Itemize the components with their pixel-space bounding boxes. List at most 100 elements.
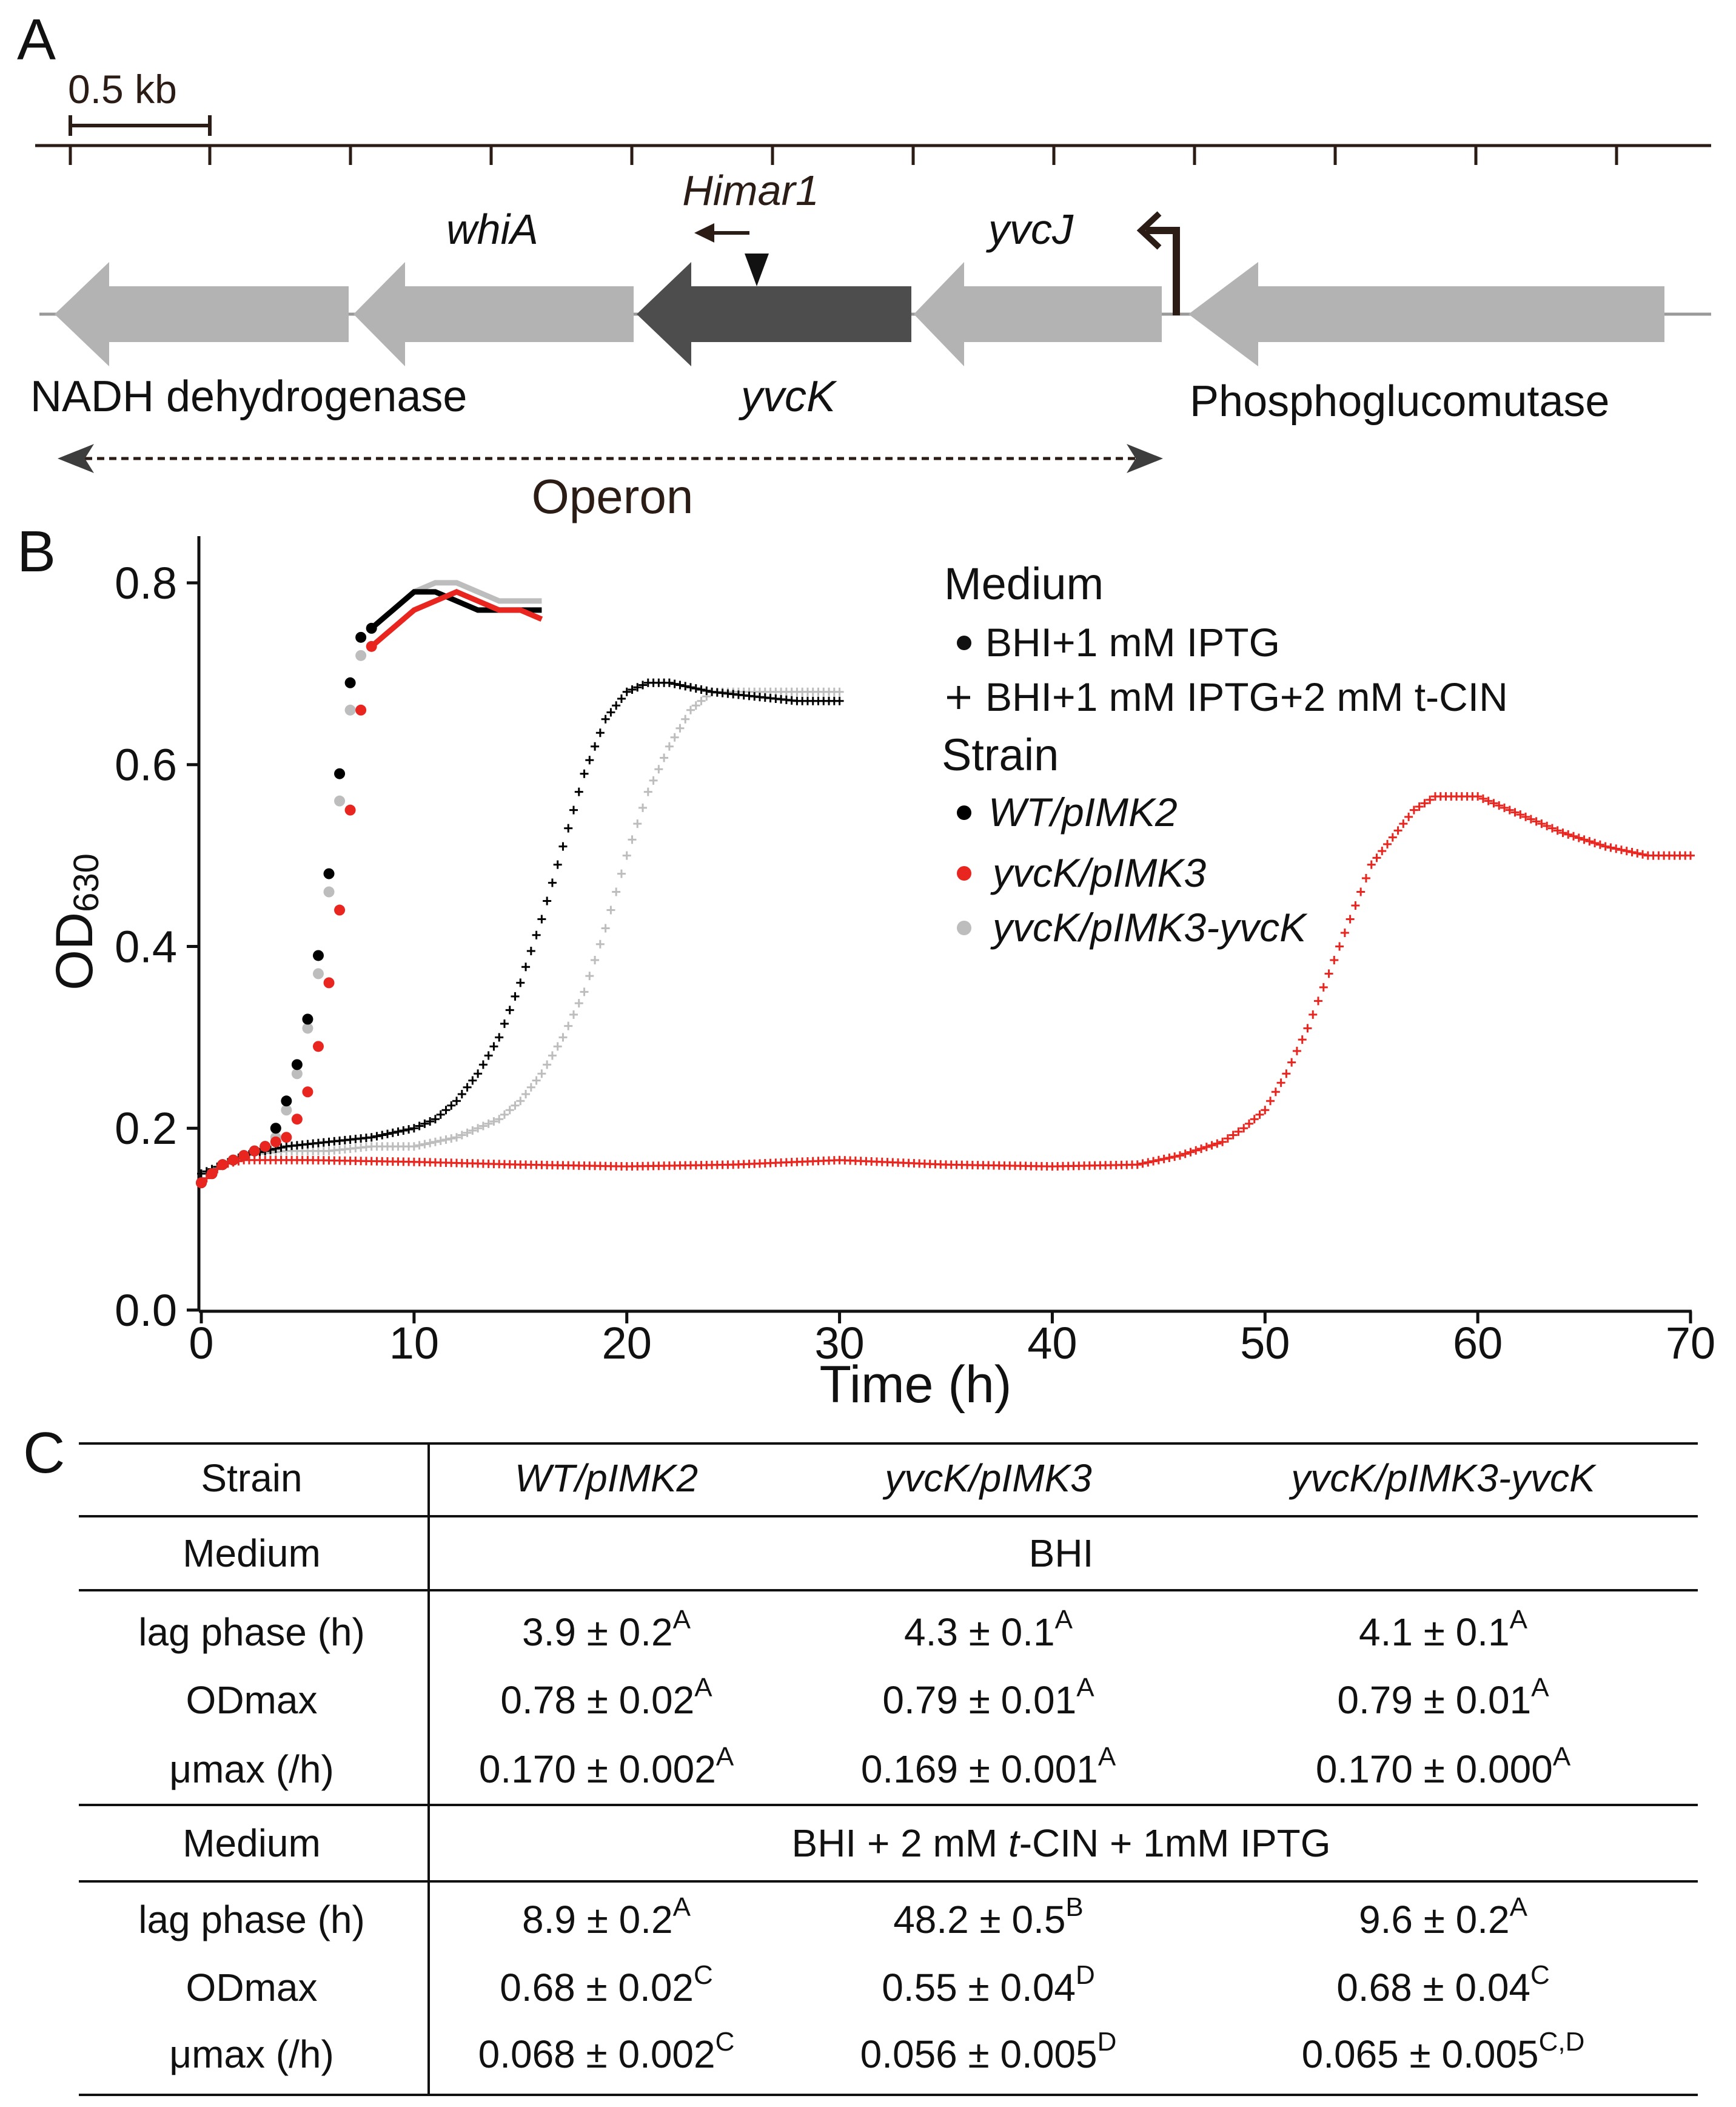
data-point	[1404, 812, 1413, 821]
data-point	[569, 1010, 578, 1019]
data-point	[1361, 874, 1370, 883]
data-point	[697, 685, 706, 694]
data-point	[431, 1137, 440, 1146]
data-point	[323, 886, 335, 898]
data-point	[441, 1135, 451, 1144]
table-divider	[427, 1442, 430, 2094]
gene-phosphoglucomutase	[1188, 262, 1664, 366]
data-point	[617, 869, 626, 878]
data-point	[227, 1154, 239, 1166]
growth-chart: 0 10 20 30 40 50 60 700.00.20.40.60.8 Time (h) …	[45, 536, 1715, 1414]
data-point	[1309, 1010, 1318, 1019]
data-point	[1234, 1127, 1243, 1136]
data-point	[291, 1114, 303, 1125]
data-point	[633, 819, 642, 828]
data-point	[302, 1086, 313, 1098]
data-point	[394, 1127, 403, 1136]
cell: 0.065 ± 0.005C,D	[1301, 2027, 1585, 2077]
medium-value: BHI	[1028, 1531, 1094, 1575]
data-point	[1612, 844, 1621, 853]
data-point	[420, 1140, 429, 1149]
table-rule-bottom	[79, 2094, 1698, 2096]
data-point	[489, 1042, 498, 1051]
data-point	[526, 946, 535, 955]
data-point	[1516, 810, 1525, 819]
data-point	[697, 696, 706, 705]
gene-label-yvcK: yvcK	[738, 372, 837, 421]
data-point	[574, 787, 583, 796]
data-point	[276, 1143, 286, 1152]
data-point	[474, 1124, 483, 1133]
table-rule	[79, 1515, 1698, 1517]
scale-bar: 0.5 kb	[68, 67, 212, 136]
gene-label-nadh: NADH dehydrogenase	[30, 372, 467, 421]
data-point	[495, 1115, 504, 1124]
data-point	[1547, 824, 1557, 833]
data-point	[436, 1110, 445, 1119]
data-point	[558, 842, 568, 851]
data-point	[564, 1021, 573, 1030]
data-point	[355, 704, 367, 716]
data-point	[1553, 826, 1562, 835]
operon-label: Operon	[532, 469, 694, 523]
data-point	[1144, 1158, 1153, 1167]
data-point	[281, 1095, 292, 1107]
legend-strain-title: Strain	[942, 730, 1059, 780]
data-point	[1585, 837, 1594, 846]
data-point	[532, 930, 541, 939]
table-row: μmax (/h) 0.068 ± 0.002C 0.056 ± 0.005D …	[79, 2021, 1698, 2088]
table-row: lag phase (h) 8.9 ± 0.2A 48.2 ± 0.5B 9.6…	[79, 1886, 1698, 1953]
data-point	[452, 1097, 461, 1106]
data-point	[595, 939, 605, 949]
data-point	[1330, 955, 1339, 964]
gene-yvcK	[637, 262, 911, 366]
data-point	[1181, 1149, 1190, 1158]
promoter-arrow	[1136, 211, 1180, 315]
data-point	[585, 972, 594, 981]
data-point	[606, 906, 615, 915]
plateau-line	[369, 589, 543, 649]
data-point	[532, 1076, 541, 1085]
data-point	[355, 650, 367, 661]
cell: 0.79 ± 0.01A	[1337, 1673, 1549, 1722]
x-tick-label: 0	[189, 1318, 213, 1368]
legend-marker-dot	[957, 636, 971, 650]
cell: 0.68 ± 0.02C	[500, 1960, 713, 2010]
data-point	[1409, 805, 1418, 815]
data-point	[1473, 792, 1483, 801]
data-point	[1202, 1143, 1211, 1152]
data-point	[675, 680, 685, 690]
data-point	[344, 804, 356, 816]
data-point	[1686, 851, 1695, 860]
row-label: μmax (/h)	[169, 2032, 334, 2076]
data-point	[484, 1051, 493, 1060]
genome-ruler	[35, 144, 1711, 165]
series-yvck-pimk3-plus	[197, 792, 1695, 1188]
data-point	[1564, 830, 1573, 839]
data-point	[622, 851, 631, 860]
legend-medium-tcin: BHI+1 mM IPTG+2 mM t-CIN	[985, 674, 1508, 719]
data-point	[1346, 915, 1355, 924]
data-point	[675, 724, 685, 733]
header-comp: yvcK/pIMK3-yvcK	[1291, 1456, 1595, 1500]
data-point	[1149, 1157, 1158, 1166]
panel-label-c: C	[23, 1420, 65, 1485]
row-label: ODmax	[186, 1678, 318, 1722]
x-tick-label: 10	[389, 1318, 439, 1368]
data-point	[291, 1068, 303, 1080]
y-tick-label: 0.6	[115, 740, 177, 790]
data-point	[1484, 796, 1493, 805]
data-point	[702, 686, 711, 695]
medium-label: Medium	[183, 1821, 321, 1865]
data-point	[312, 968, 324, 980]
data-point	[665, 678, 674, 687]
series-wt-pimk2-dot	[196, 589, 542, 1189]
data-point	[1505, 805, 1514, 815]
data-point	[601, 714, 610, 724]
data-point	[1569, 832, 1578, 841]
cell: 4.3 ± 0.1A	[904, 1605, 1073, 1655]
data-point	[344, 704, 356, 716]
data-point	[468, 1126, 477, 1135]
x-tick-label: 20	[602, 1318, 652, 1368]
